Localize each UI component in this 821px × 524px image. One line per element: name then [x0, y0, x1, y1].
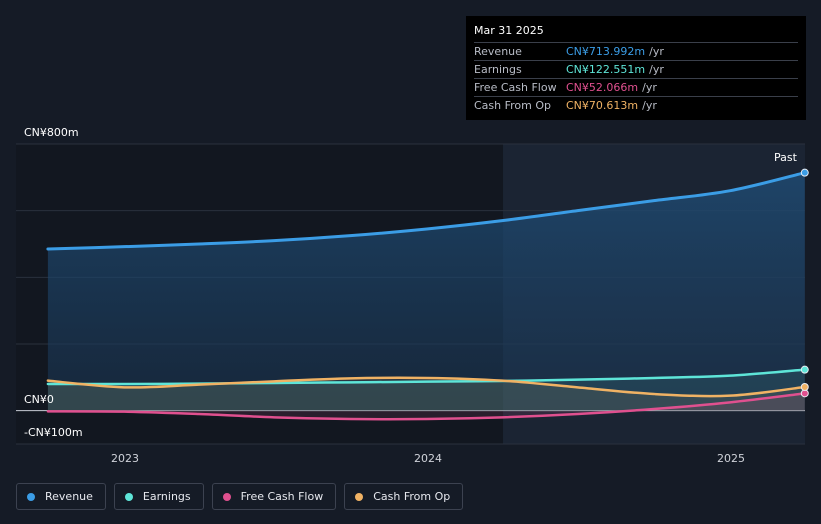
- tooltip-unit: /yr: [642, 99, 657, 112]
- legend-item-earnings[interactable]: Earnings: [113, 483, 204, 510]
- legend-label: Cash From Op: [373, 490, 451, 503]
- tooltip-value: CN¥70.613m: [566, 99, 639, 112]
- area-cash-from-op: [47, 377, 805, 411]
- legend-dot-icon: [222, 492, 231, 501]
- tooltip-label: Cash From Op: [474, 99, 552, 112]
- line-cash-from-op: [46, 376, 807, 398]
- y-axis-top-label: CN¥800m: [24, 126, 79, 139]
- tooltip-value: CN¥52.066m: [566, 81, 639, 94]
- tooltip-row-free-cash-flow: Free Cash Flow CN¥52.066m /yr: [474, 78, 798, 96]
- tooltip-label: Free Cash Flow: [474, 81, 557, 94]
- area-free-cash-flow: [47, 393, 805, 420]
- end-point-revenue: [800, 168, 809, 177]
- tooltip-row-earnings: Earnings CN¥122.551m /yr: [474, 60, 798, 78]
- tooltip-value: CN¥122.551m: [566, 63, 646, 76]
- line-revenue: [46, 171, 807, 251]
- x-tick-2025: 2025: [717, 452, 745, 465]
- tooltip-row-revenue: Revenue CN¥713.992m /yr: [474, 42, 798, 60]
- end-point-earnings: [800, 365, 809, 374]
- tooltip-value: CN¥713.992m: [566, 45, 646, 58]
- x-tick-2023: 2023: [111, 452, 139, 465]
- legend-dot-icon: [355, 492, 364, 501]
- legend-dot-icon: [124, 492, 133, 501]
- tooltip-unit: /yr: [649, 63, 664, 76]
- y-axis-bottom-label: -CN¥100m: [24, 426, 83, 439]
- legend-item-cash-from-op[interactable]: Cash From Op: [344, 483, 464, 510]
- legend-item-free-cash-flow[interactable]: Free Cash Flow: [211, 483, 337, 510]
- tooltip-date: Mar 31 2025: [474, 24, 544, 37]
- chart-legend: Revenue Earnings Free Cash Flow Cash Fro…: [16, 483, 464, 510]
- past-label: Past: [774, 151, 797, 164]
- area-revenue: [47, 172, 805, 411]
- tooltip-label: Earnings: [474, 63, 522, 76]
- line-earnings: [46, 368, 807, 386]
- y-axis-zero-label: CN¥0: [24, 393, 54, 406]
- legend-item-revenue[interactable]: Revenue: [16, 483, 106, 510]
- data-tooltip: Mar 31 2025 Revenue CN¥713.992m /yr Earn…: [466, 16, 806, 120]
- legend-dot-icon: [27, 492, 35, 501]
- line-free-cash-flow: [46, 392, 807, 421]
- series-lines: [46, 171, 807, 421]
- legend-label: Earnings: [142, 490, 191, 503]
- legend-label: Free Cash Flow: [240, 490, 324, 503]
- legend-label: Revenue: [45, 490, 93, 503]
- x-tick-2024: 2024: [414, 452, 442, 465]
- tooltip-label: Revenue: [474, 45, 522, 58]
- end-point-cash-from-op: [800, 383, 809, 391]
- tooltip-unit: /yr: [649, 45, 664, 58]
- tooltip-row-cash-from-op: Cash From Op CN¥70.613m /yr: [474, 96, 798, 114]
- series-end-points: [800, 168, 809, 398]
- tooltip-unit: /yr: [642, 81, 657, 94]
